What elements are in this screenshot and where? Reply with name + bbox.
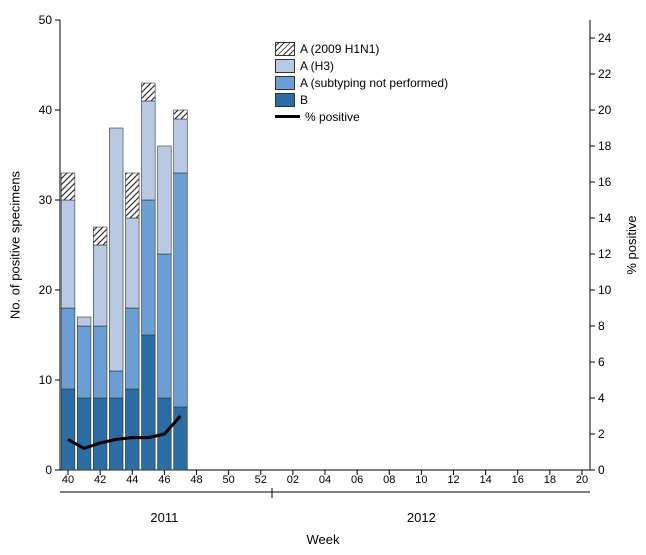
x-tick-label: 16: [512, 474, 524, 486]
x-tick-label: 06: [351, 474, 363, 486]
chart-svg: [0, 0, 646, 555]
y-left-tick-label: 50: [39, 13, 52, 27]
bar-segment: [61, 308, 75, 389]
y-right-tick-label: 14: [598, 211, 611, 225]
bar-segment: [174, 173, 188, 407]
bar-segment: [109, 371, 123, 398]
bar-segment: [158, 254, 172, 398]
bar-segment: [109, 398, 123, 470]
x-year-label: 2012: [407, 510, 436, 525]
bar-segment: [93, 398, 107, 470]
y-left-tick-label: 0: [45, 463, 52, 477]
y-left-tick-label: 20: [39, 283, 52, 297]
y-right-tick-label: 0: [598, 463, 605, 477]
x-tick-label: 18: [544, 474, 556, 486]
bar-segment: [61, 200, 75, 308]
x-tick-label: 40: [62, 474, 74, 486]
y-left-tick-label: 40: [39, 103, 52, 117]
x-tick-label: 14: [479, 474, 491, 486]
bar-segment: [93, 245, 107, 326]
bar-segment: [142, 200, 156, 335]
bar-segment: [125, 308, 139, 389]
y-right-tick-label: 6: [598, 355, 605, 369]
y-right-tick-label: 4: [598, 391, 605, 405]
x-tick-label: 46: [158, 474, 170, 486]
x-tick-label: 48: [190, 474, 202, 486]
x-tick-label: 02: [287, 474, 299, 486]
bar-segment: [93, 326, 107, 398]
y-right-tick-label: 10: [598, 283, 611, 297]
bar-segment: [93, 227, 107, 245]
bar-segment: [125, 218, 139, 308]
y-right-tick-label: 18: [598, 139, 611, 153]
x-tick-label: 08: [383, 474, 395, 486]
y-right-tick-label: 24: [598, 31, 611, 45]
y-right-tick-label: 22: [598, 67, 611, 81]
bar-segment: [61, 389, 75, 470]
y-right-tick-label: 12: [598, 247, 611, 261]
x-tick-label: 20: [576, 474, 588, 486]
bar-segment: [77, 326, 91, 398]
x-tick-label: 44: [126, 474, 138, 486]
bar-segment: [61, 173, 75, 200]
y-right-tick-label: 2: [598, 427, 605, 441]
y-left-tick-label: 10: [39, 373, 52, 387]
chart-container: No. of positive specimens % positive Wee…: [0, 0, 646, 555]
y-right-tick-label: 20: [598, 103, 611, 117]
bar-segment: [142, 101, 156, 200]
y-right-tick-label: 16: [598, 175, 611, 189]
bar-segment: [142, 335, 156, 470]
y-right-tick-label: 8: [598, 319, 605, 333]
x-year-label: 2011: [150, 510, 178, 525]
x-tick-label: 50: [223, 474, 235, 486]
bar-segment: [174, 119, 188, 173]
bar-segment: [174, 110, 188, 119]
x-tick-label: 52: [255, 474, 267, 486]
bar-segment: [125, 173, 139, 218]
x-tick-label: 42: [94, 474, 106, 486]
bar-segment: [109, 128, 123, 371]
bar-segment: [125, 389, 139, 470]
bar-segment: [158, 146, 172, 254]
x-tick-label: 04: [319, 474, 331, 486]
bar-segment: [142, 83, 156, 101]
bar-segment: [77, 317, 91, 326]
bar-segment: [77, 398, 91, 470]
y-left-tick-label: 30: [39, 193, 52, 207]
x-tick-label: 12: [447, 474, 459, 486]
x-tick-label: 10: [415, 474, 427, 486]
